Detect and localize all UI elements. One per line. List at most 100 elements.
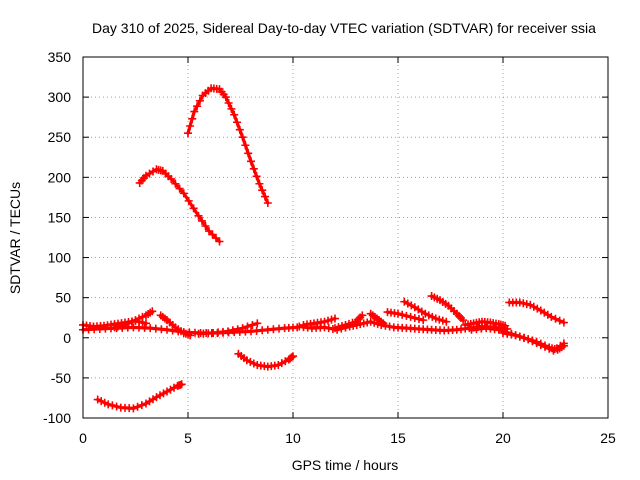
data-point xyxy=(104,400,113,409)
x-axis-label: GPS time / hours xyxy=(292,457,399,473)
data-point xyxy=(327,315,336,324)
x-tick-label: 10 xyxy=(285,430,301,446)
series-arc-17 xyxy=(461,317,510,330)
data-point xyxy=(547,312,556,321)
data-point xyxy=(221,93,230,102)
data-point xyxy=(184,196,193,205)
data-point xyxy=(190,107,199,116)
data-point xyxy=(331,324,339,333)
data-point xyxy=(536,340,545,349)
x-tick-label: 25 xyxy=(600,430,616,446)
data-point xyxy=(223,327,232,336)
data-point xyxy=(522,300,531,309)
series-arc-1 xyxy=(135,165,224,246)
data-point xyxy=(442,317,451,326)
data-point xyxy=(379,319,388,328)
data-point xyxy=(133,402,142,411)
data-series xyxy=(79,84,568,413)
data-point xyxy=(424,311,433,320)
data-point xyxy=(167,174,176,183)
data-point xyxy=(551,314,560,323)
series-arc-9 xyxy=(194,319,262,338)
data-point xyxy=(331,314,339,323)
data-point xyxy=(114,322,122,331)
data-point xyxy=(248,320,257,329)
tick-labels: -100 -50 0 50 100 150 200 250 300 350 0 5 10 15 20 25 xyxy=(43,49,616,446)
data-point xyxy=(110,323,119,332)
data-point xyxy=(555,316,564,325)
data-point xyxy=(431,314,440,323)
x-tick-label: 0 xyxy=(79,430,87,446)
data-point xyxy=(515,298,524,307)
data-point xyxy=(385,322,394,331)
data-point xyxy=(238,133,247,142)
data-point xyxy=(137,401,146,410)
data-point xyxy=(177,380,186,389)
data-point xyxy=(241,141,250,150)
data-point xyxy=(494,325,503,334)
data-point xyxy=(195,96,204,105)
y-tick-label: 50 xyxy=(55,290,71,306)
x-tick-label: 15 xyxy=(390,430,406,446)
data-point xyxy=(97,397,106,406)
data-point xyxy=(138,312,147,321)
y-tick-label: 0 xyxy=(63,330,71,346)
data-point xyxy=(205,227,213,236)
data-point xyxy=(253,319,262,328)
series-arc-20 xyxy=(499,328,568,355)
data-point xyxy=(398,310,407,319)
x-tick-label: 5 xyxy=(184,430,192,446)
data-point xyxy=(124,319,133,328)
y-tick-label: 350 xyxy=(48,49,72,65)
data-point xyxy=(117,321,126,330)
data-point xyxy=(212,234,220,243)
data-point xyxy=(515,332,524,341)
axis-ticks xyxy=(82,56,609,419)
data-point xyxy=(186,121,195,130)
data-point xyxy=(100,398,109,407)
data-point xyxy=(511,331,520,340)
data-point xyxy=(233,325,242,334)
data-point xyxy=(348,318,357,327)
y-axis-label: SDTVAR / TECUs xyxy=(7,182,23,294)
data-point xyxy=(263,199,272,208)
series-arc-12 xyxy=(331,311,367,333)
y-tick-label: 150 xyxy=(48,209,72,225)
data-point xyxy=(186,331,195,340)
data-point xyxy=(358,311,367,320)
data-point xyxy=(287,353,296,362)
data-point xyxy=(108,401,117,410)
data-point xyxy=(406,312,415,321)
data-point xyxy=(415,315,423,324)
data-point xyxy=(438,316,447,325)
y-tick-label: -50 xyxy=(51,370,71,386)
y-tick-label: 100 xyxy=(48,250,72,266)
series-arc-4 xyxy=(234,349,297,371)
data-point xyxy=(194,211,203,220)
data-point xyxy=(238,324,247,333)
series-track xyxy=(469,326,566,352)
data-point xyxy=(188,114,197,123)
grid xyxy=(83,57,608,418)
data-point xyxy=(366,317,375,326)
data-point xyxy=(341,320,350,329)
data-point xyxy=(233,118,241,127)
series-arc-3 xyxy=(93,380,186,413)
data-point xyxy=(363,318,372,327)
data-point xyxy=(112,402,121,411)
data-point xyxy=(224,98,233,107)
data-point xyxy=(520,334,528,343)
data-point xyxy=(359,319,368,328)
series-arc-18 xyxy=(505,298,568,327)
data-point xyxy=(394,309,402,318)
data-point xyxy=(244,149,253,158)
data-point xyxy=(419,316,428,325)
data-point xyxy=(242,356,251,365)
data-point xyxy=(559,339,568,348)
series-arc-15 xyxy=(400,297,451,326)
data-point xyxy=(324,316,332,325)
data-point xyxy=(252,172,261,181)
data-point xyxy=(246,357,255,366)
y-tick-label: 200 xyxy=(48,169,72,185)
